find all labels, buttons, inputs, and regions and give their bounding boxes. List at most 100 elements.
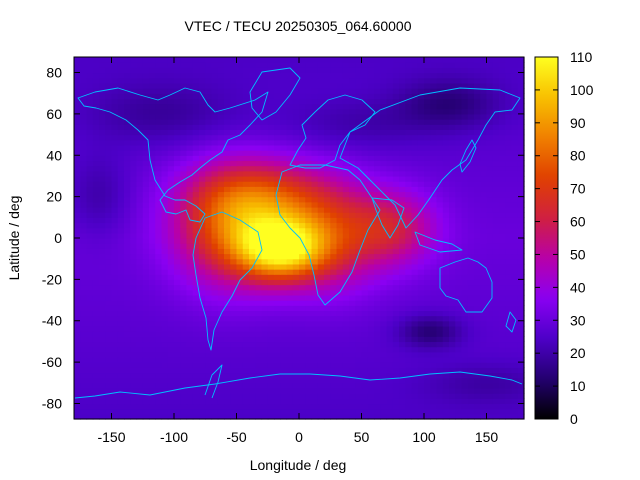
- heat-cell: [517, 165, 525, 172]
- heat-cell: [186, 160, 194, 167]
- heat-cell: [417, 346, 425, 353]
- heat-cell: [292, 144, 300, 151]
- heat-cell: [136, 119, 144, 125]
- heat-cell: [149, 258, 156, 265]
- heat-cell: [474, 238, 481, 244]
- heat-cell: [499, 413, 506, 420]
- heat-cell: [274, 398, 281, 405]
- heat-cell: [455, 155, 463, 162]
- heat-cell: [217, 382, 225, 389]
- heat-cell: [274, 372, 281, 379]
- heat-cell: [292, 289, 300, 296]
- heat-cell: [136, 356, 144, 363]
- heat-cell: [230, 108, 238, 115]
- heat-cell: [161, 98, 169, 105]
- heat-cell: [461, 108, 469, 115]
- heat-cell: [392, 181, 400, 187]
- heat-cell: [405, 155, 413, 162]
- heat-cell: [136, 150, 144, 156]
- heat-cell: [436, 248, 444, 255]
- heat-cell: [492, 356, 500, 363]
- heat-cell: [442, 124, 450, 130]
- heat-cell: [367, 196, 375, 203]
- heat-cell: [374, 305, 381, 311]
- heat-cell: [367, 398, 375, 405]
- heat-cell: [392, 367, 400, 374]
- heat-cell: [211, 372, 219, 379]
- heat-cell: [86, 398, 94, 405]
- heat-cell: [236, 212, 244, 218]
- heat-cell: [155, 181, 163, 187]
- heat-cell: [174, 294, 181, 301]
- heat-cell: [74, 284, 81, 291]
- heat-cell: [130, 274, 138, 280]
- heat-cell: [411, 403, 419, 410]
- heat-cell: [311, 165, 319, 172]
- heat-cell: [461, 387, 469, 394]
- heat-cell: [380, 77, 388, 84]
- heat-cell: [492, 134, 500, 141]
- heat-cell: [130, 269, 138, 275]
- heat-cell: [136, 351, 144, 358]
- heat-cell: [330, 232, 338, 239]
- heat-cell: [167, 227, 175, 234]
- heat-cell: [92, 57, 100, 63]
- heat-cell: [286, 258, 294, 265]
- heat-cell: [324, 362, 331, 368]
- heat-cell: [492, 88, 500, 94]
- heat-cell: [449, 88, 456, 94]
- heat-cell: [330, 82, 338, 89]
- heat-cell: [174, 72, 181, 79]
- heat-cell: [392, 134, 400, 141]
- heat-cell: [117, 93, 125, 99]
- heat-cell: [174, 124, 181, 130]
- heat-cell: [149, 217, 156, 224]
- heat-cell: [167, 129, 175, 136]
- heat-cell: [305, 382, 313, 389]
- heat-cell: [136, 284, 144, 291]
- heat-cell: [517, 72, 525, 79]
- heat-cell: [355, 98, 363, 105]
- heat-cell: [342, 175, 350, 182]
- heat-cell: [505, 129, 513, 136]
- heat-cell: [511, 253, 519, 260]
- heat-cell: [80, 346, 88, 353]
- heat-cell: [480, 196, 488, 203]
- heat-cell: [480, 93, 488, 99]
- heat-cell: [242, 181, 250, 187]
- heat-cell: [267, 258, 275, 265]
- heat-cell: [274, 294, 281, 301]
- heat-cell: [305, 315, 313, 322]
- heat-cell: [380, 315, 388, 322]
- heat-cell: [292, 181, 300, 187]
- heat-cell: [330, 300, 338, 306]
- heat-cell: [205, 232, 213, 239]
- heat-cell: [186, 398, 194, 405]
- heat-cell: [261, 77, 269, 84]
- heat-cell: [155, 57, 163, 63]
- heat-cell: [74, 72, 81, 79]
- heat-cell: [255, 289, 263, 296]
- heat-cell: [355, 160, 363, 167]
- heat-cell: [511, 263, 519, 270]
- heat-cell: [486, 351, 494, 358]
- heat-cell: [74, 222, 81, 229]
- heat-cell: [249, 57, 256, 63]
- heat-cell: [411, 67, 419, 74]
- heat-cell: [117, 284, 125, 291]
- heat-cell: [167, 150, 175, 156]
- heat-cell: [399, 227, 406, 234]
- heat-cell: [242, 98, 250, 105]
- heat-cell: [336, 325, 344, 332]
- heat-cell: [230, 98, 238, 105]
- heat-cell: [480, 300, 488, 306]
- heat-cell: [355, 103, 363, 110]
- heat-cell: [330, 258, 338, 265]
- heat-cell: [280, 196, 288, 203]
- heat-cell: [386, 372, 394, 379]
- heat-cell: [424, 144, 431, 151]
- heat-cell: [174, 77, 181, 84]
- heat-cell: [442, 108, 450, 115]
- heat-cell: [230, 93, 238, 99]
- heat-cell: [499, 129, 506, 136]
